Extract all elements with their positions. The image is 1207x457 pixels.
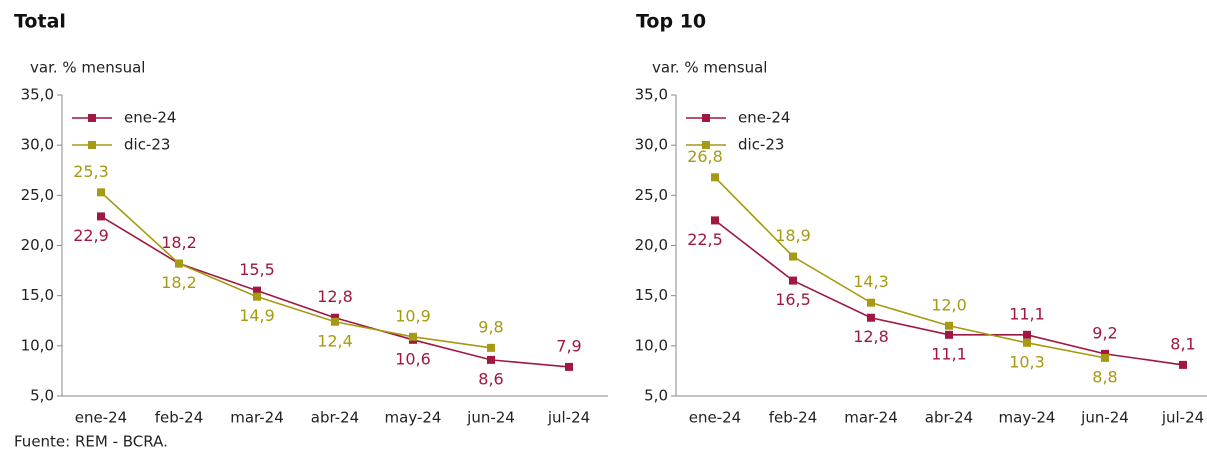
y-tick-label: 10,0 [21,336,54,354]
legend-label: dic-23 [738,136,784,154]
data-label: 12,4 [317,331,353,350]
data-label: 22,9 [73,226,109,245]
data-label: 16,5 [775,290,811,309]
marker [1023,330,1031,339]
y-tick-label: 25,0 [21,186,54,204]
data-label: 15,5 [239,260,275,279]
chart-title: Total [14,11,66,33]
legend-label: ene-24 [124,109,176,127]
x-tick-label: may-24 [385,409,442,427]
y-tick-label: 15,0 [635,286,668,304]
x-tick-label: ene-24 [75,409,127,427]
data-label: 8,6 [478,369,503,388]
marker [565,362,573,371]
x-tick-label: feb-24 [155,409,204,427]
y-tick-label: 25,0 [635,186,668,204]
marker [97,212,105,221]
marker [487,355,495,364]
x-tick-label: mar-24 [844,409,898,427]
x-tick-label: jun-24 [466,409,515,427]
y-tick-label: 30,0 [21,136,54,154]
marker [945,330,953,339]
data-label: 18,2 [161,273,197,292]
legend-marker [88,114,96,122]
data-label: 10,3 [1009,352,1045,371]
legend-marker [88,141,96,149]
data-label: 12,0 [931,295,967,314]
marker [1179,360,1187,369]
source: Fuente: REM - BCRA. [14,433,168,451]
marker [253,286,261,295]
marker [331,317,339,326]
data-label: 9,2 [1092,323,1117,342]
line [714,176,1106,359]
marker [867,298,875,307]
x-tick-label: ene-24 [689,409,741,427]
marker [331,313,339,322]
y-tick-label: 5,0 [644,387,668,405]
data-label: 10,6 [395,349,431,368]
chart-title: Top 10 [636,11,706,33]
data-label: 9,8 [478,317,503,336]
y-tick-label: 35,0 [21,86,54,104]
marker [97,188,105,197]
y-tick-label: 35,0 [635,86,668,104]
y-tick-label: 5,0 [30,387,54,405]
data-label: 10,9 [395,306,431,325]
x-tick-label: jul-24 [547,409,590,427]
data-label: 12,8 [853,327,889,346]
marker [867,313,875,322]
marker [945,321,953,330]
legend-label: ene-24 [738,109,790,127]
legend-label: dic-23 [124,136,170,154]
marker [1101,349,1109,358]
y-axis-label: var. % mensual [30,59,145,77]
data-label: 8,1 [1170,334,1195,353]
data-label: 25,3 [73,162,109,181]
marker [711,216,719,225]
marker [1023,338,1031,347]
x-tick-label: jul-24 [1161,409,1204,427]
y-tick-label: 30,0 [635,136,668,154]
data-label: 8,8 [1092,367,1117,386]
marker [789,252,797,261]
y-tick-label: 10,0 [635,336,668,354]
y-axis-label: var. % mensual [652,59,767,77]
data-label: 12,8 [317,287,353,306]
x-tick-label: mar-24 [230,409,284,427]
marker [1101,353,1109,362]
marker [711,173,719,182]
marker [789,276,797,285]
marker [253,292,261,301]
x-tick-label: jun-24 [1080,409,1129,427]
legend-marker [702,114,710,122]
marker [175,259,183,268]
data-label: 7,9 [556,336,581,355]
x-tick-label: may-24 [999,409,1056,427]
y-tick-label: 20,0 [635,236,668,254]
data-label: 11,1 [1009,304,1045,323]
data-label: 11,1 [931,344,967,363]
y-tick-label: 15,0 [21,286,54,304]
x-tick-label: abr-24 [925,409,973,427]
legend-marker [702,141,710,149]
line [100,191,492,349]
data-label: 14,9 [239,306,275,325]
marker [487,343,495,352]
data-label: 22,5 [687,230,723,249]
x-tick-label: feb-24 [769,409,818,427]
data-label: 18,2 [161,233,197,252]
marker [409,332,417,341]
data-label: 18,9 [775,226,811,245]
data-label: 26,8 [687,147,723,166]
x-tick-label: abr-24 [311,409,359,427]
data-label: 14,3 [853,272,889,291]
y-tick-label: 20,0 [21,236,54,254]
